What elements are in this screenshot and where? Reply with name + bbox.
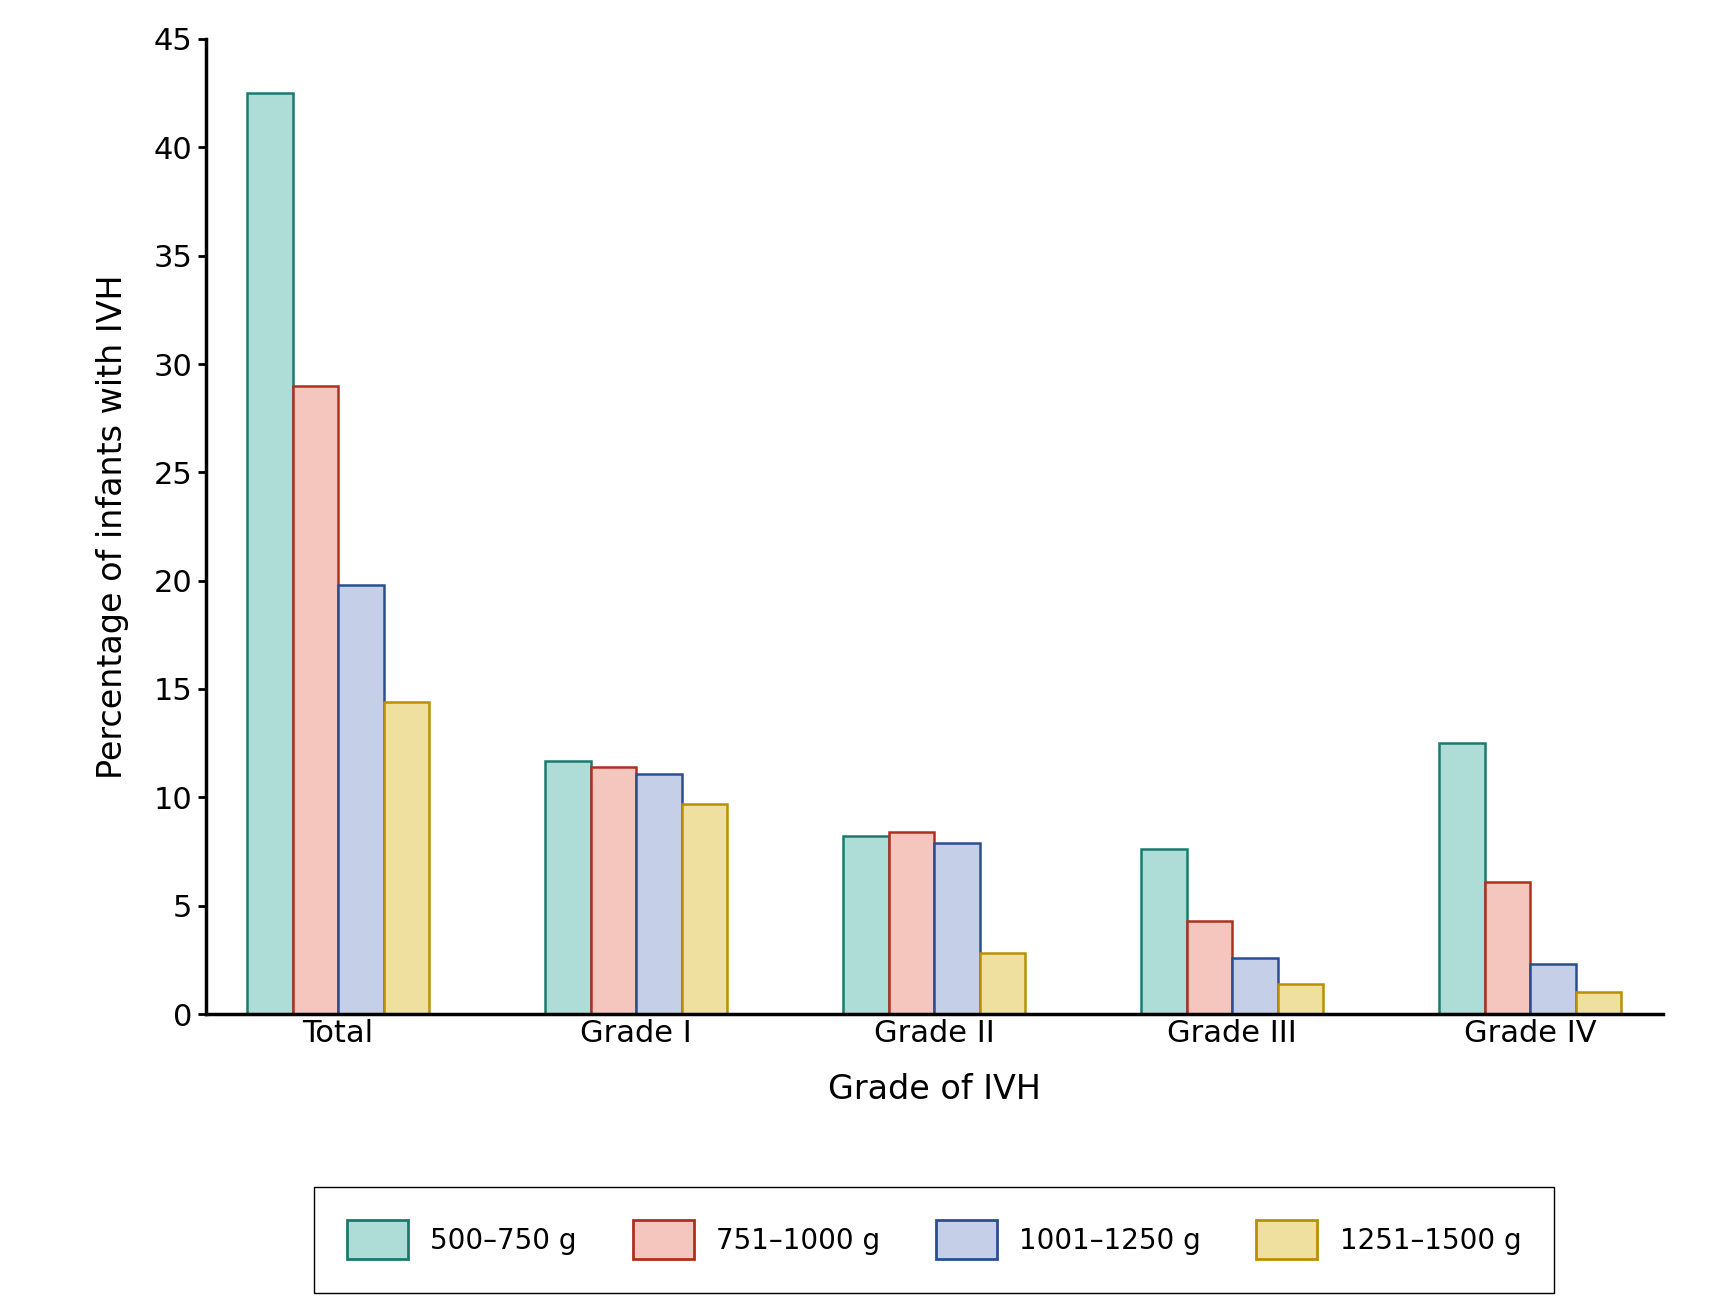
Bar: [1277, 984, 1323, 1014]
Bar: [934, 842, 980, 1014]
Bar: [1440, 744, 1484, 1014]
Bar: [591, 767, 636, 1014]
Bar: [338, 585, 384, 1014]
Bar: [1575, 992, 1621, 1014]
Bar: [682, 803, 727, 1014]
Bar: [247, 94, 293, 1014]
Legend: 500–750 g, 751–1000 g, 1001–1250 g, 1251–1500 g: 500–750 g, 751–1000 g, 1001–1250 g, 1251…: [314, 1187, 1555, 1292]
Bar: [1186, 920, 1232, 1014]
Bar: [1531, 965, 1575, 1014]
Bar: [545, 760, 591, 1014]
Bar: [293, 386, 338, 1014]
Bar: [843, 836, 888, 1014]
Bar: [1232, 958, 1277, 1014]
X-axis label: Grade of IVH: Grade of IVH: [828, 1072, 1040, 1106]
Bar: [1484, 881, 1531, 1014]
Bar: [384, 702, 428, 1014]
Bar: [980, 953, 1025, 1014]
Bar: [888, 832, 934, 1014]
Bar: [1142, 849, 1186, 1014]
Y-axis label: Percentage of infants with IVH: Percentage of infants with IVH: [96, 274, 129, 779]
Bar: [636, 774, 682, 1014]
